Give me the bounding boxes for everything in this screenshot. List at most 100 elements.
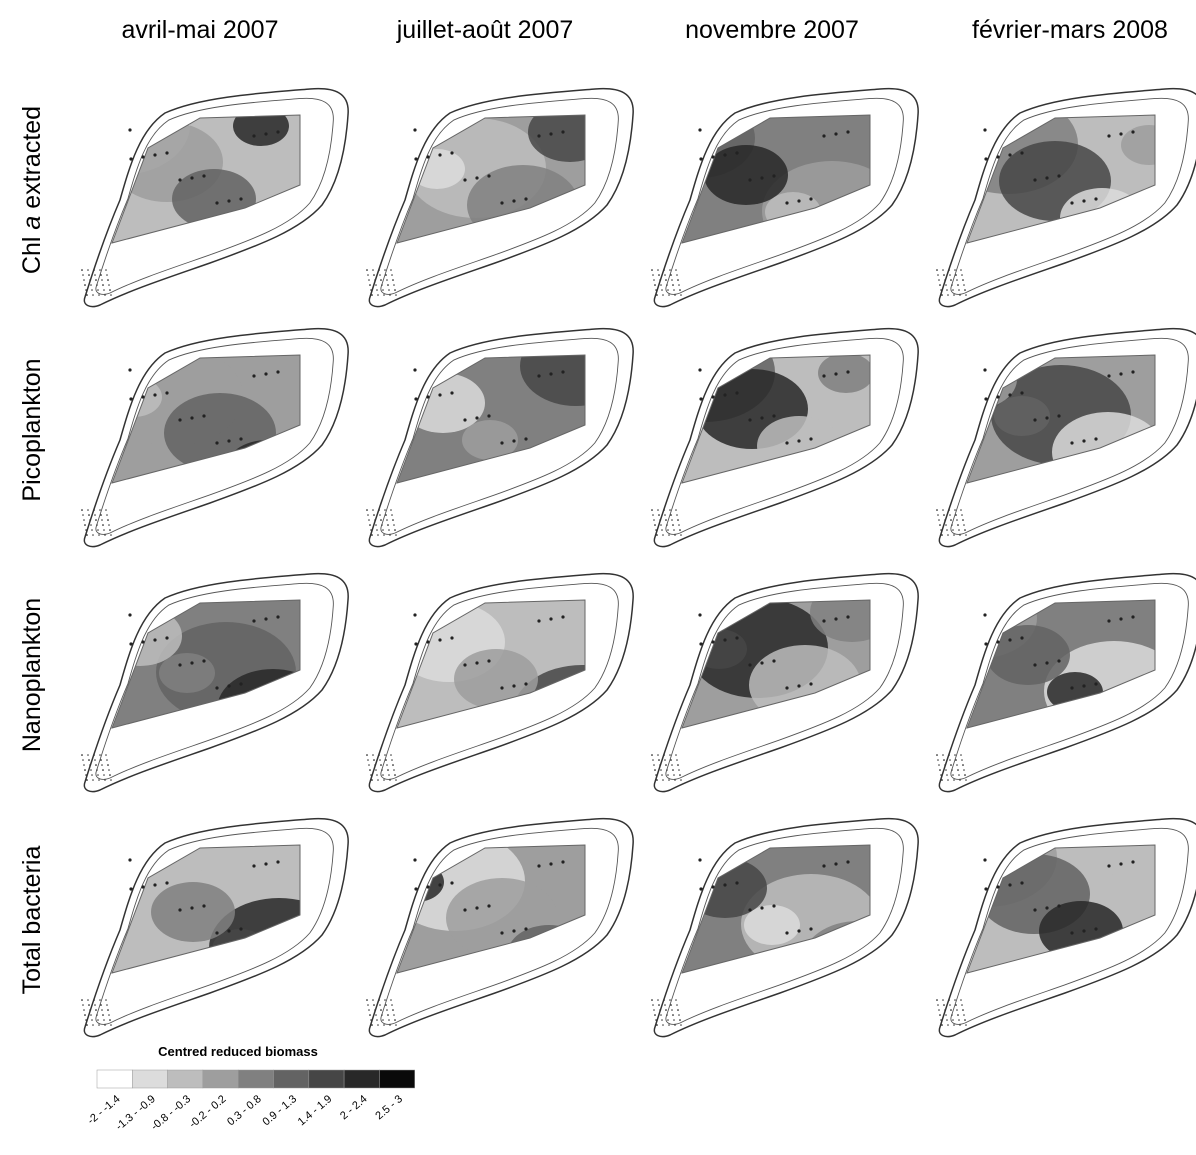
islet (956, 279, 958, 281)
islet (673, 289, 675, 291)
station (414, 157, 417, 160)
islet (948, 999, 950, 1001)
station (1057, 174, 1060, 177)
legend-label: -0.8 - -0.3 (149, 1093, 193, 1133)
islet (371, 1024, 373, 1026)
station (1082, 684, 1085, 687)
station (846, 615, 849, 618)
islet (676, 274, 678, 276)
station (129, 397, 132, 400)
islet (81, 754, 83, 756)
islet (98, 779, 100, 781)
legend-label: -0.2 - 0.2 (187, 1093, 228, 1130)
islet (671, 279, 673, 281)
station (450, 391, 453, 394)
row-label: Picoplankton (18, 358, 46, 501)
islet (375, 524, 377, 526)
islet (660, 769, 662, 771)
islet (373, 1004, 375, 1006)
station (735, 881, 738, 884)
islet (954, 509, 956, 511)
islet (659, 519, 661, 521)
islet (651, 754, 653, 756)
islet (964, 1019, 966, 1021)
station (834, 372, 837, 375)
station (834, 617, 837, 620)
station (723, 638, 726, 641)
station (128, 368, 131, 371)
islet (951, 769, 953, 771)
islet (651, 999, 653, 1001)
islet (383, 1024, 385, 1026)
islet (391, 274, 393, 276)
station (264, 617, 267, 620)
station (537, 619, 540, 622)
islet (381, 524, 383, 526)
islet (382, 289, 384, 291)
islet (666, 524, 668, 526)
station (178, 908, 181, 911)
islet (655, 289, 657, 291)
islet (387, 524, 389, 526)
islet (109, 1019, 111, 1021)
islet (662, 1024, 664, 1026)
islet (677, 764, 679, 766)
islet (387, 1014, 389, 1016)
station (996, 395, 999, 398)
islet (386, 764, 388, 766)
atoll-map (917, 807, 1196, 1037)
islet (89, 764, 91, 766)
islet (947, 534, 949, 536)
islet (942, 509, 944, 511)
station (1070, 441, 1073, 444)
islet (369, 524, 371, 526)
islet (959, 294, 961, 296)
islet (389, 1024, 391, 1026)
islet (392, 1009, 394, 1011)
islet (373, 514, 375, 516)
islet (950, 1009, 952, 1011)
islet (98, 534, 100, 536)
islet (83, 764, 85, 766)
station (512, 439, 515, 442)
islet (89, 1009, 91, 1011)
islet (82, 274, 84, 276)
islet (965, 1024, 967, 1026)
islet (658, 759, 660, 761)
islet (393, 769, 395, 771)
islet (100, 1004, 102, 1006)
station (475, 661, 478, 664)
islet (661, 529, 663, 531)
islet (957, 769, 959, 771)
station (698, 128, 701, 131)
station (549, 862, 552, 865)
station (438, 883, 441, 886)
station (190, 176, 193, 179)
islet (662, 294, 664, 296)
islet (384, 999, 386, 1001)
station (983, 613, 986, 616)
islet (385, 1004, 387, 1006)
station (414, 397, 417, 400)
islet (93, 999, 95, 1001)
contour-band (744, 905, 800, 945)
islet (101, 519, 103, 521)
atoll-map (81, 574, 348, 792)
islet (964, 529, 966, 531)
contour-band (159, 653, 215, 693)
islet (383, 534, 385, 536)
islet (954, 754, 956, 756)
islet (951, 284, 953, 286)
islet (661, 1019, 663, 1021)
islet (679, 1019, 681, 1021)
islet (375, 769, 377, 771)
islet (90, 284, 92, 286)
islet (386, 1009, 388, 1011)
islet (386, 519, 388, 521)
station (846, 370, 849, 373)
islet (96, 769, 98, 771)
islet (656, 294, 658, 296)
islet (676, 1004, 678, 1006)
station (1033, 908, 1036, 911)
station (537, 864, 540, 867)
